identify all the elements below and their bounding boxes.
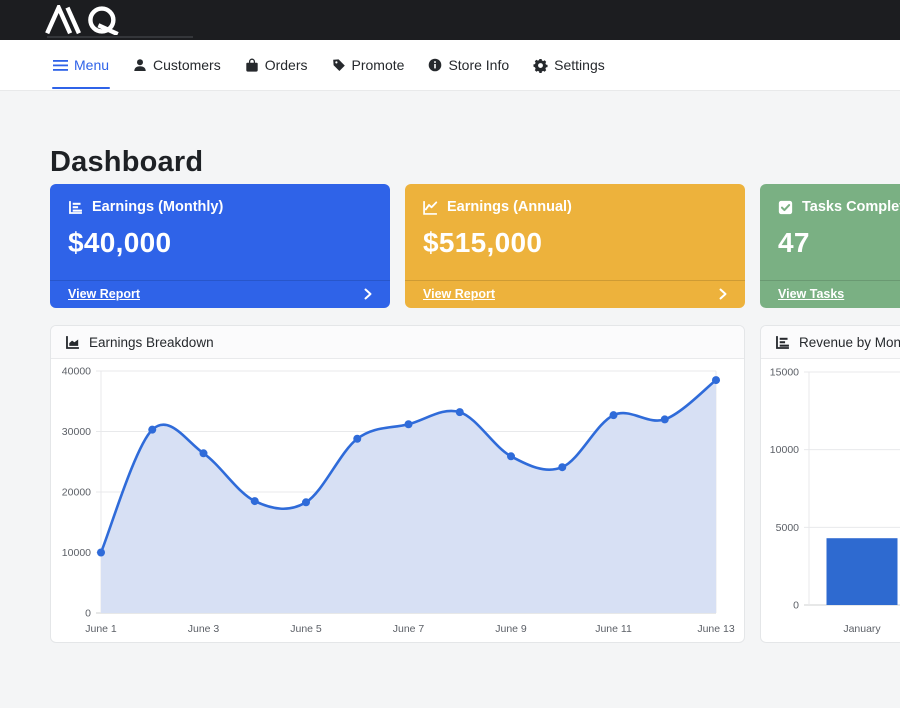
svg-text:June 11: June 11 [595,623,632,635]
svg-text:20000: 20000 [62,487,91,499]
svg-text:5000: 5000 [776,522,800,534]
chart-body: 0 10000 20000 30000 40000 June 1 June 3 June 5 J… [51,359,744,642]
svg-text:June 5: June 5 [290,623,322,635]
nav-item-customers[interactable]: Customers [132,40,222,90]
svg-text:15000: 15000 [770,367,799,379]
view-report-link[interactable]: View Report [423,287,496,301]
earnings-breakdown-card: Earnings Breakdown 0 10000 20000 30000 40000… [50,325,745,643]
person-icon [134,59,146,71]
svg-text:June 3: June 3 [188,623,220,635]
earnings-line-chart: 0 10000 20000 30000 40000 June 1 June 3 June 5 J… [62,366,735,636]
svg-text:June 9: June 9 [495,623,527,635]
nav-item-label: Orders [264,57,308,73]
svg-text:June 1: June 1 [85,623,117,635]
chart-title: Revenue by Month [799,335,900,350]
chevron-right-icon [364,288,372,300]
stat-card-tasks-completed: Tasks Completed 47 View Tasks [760,184,900,308]
charts-row: Earnings Breakdown 0 10000 20000 30000 40000… [50,325,900,643]
stat-card-footer: View Report [405,280,745,308]
svg-text:January: January [843,623,881,635]
stat-card-body: Earnings (Monthly) $40,000 [50,184,390,280]
nav-item-orders[interactable]: Orders [244,40,309,90]
stat-card-title: Tasks Completed [802,199,900,215]
stat-card-value: 47 [778,227,810,258]
hamburger-icon [53,59,68,71]
nav-item-menu[interactable]: Menu [52,40,111,90]
brand-logo[interactable] [40,5,132,35]
stat-card-body: Tasks Completed 47 [760,184,900,280]
chart-title: Earnings Breakdown [89,335,214,350]
stat-card-value: $40,000 [68,227,172,258]
revenue-by-month-card: Revenue by Month 0 5000 10000 15000 January [760,325,900,643]
nav-item-label: Customers [153,57,221,73]
stat-card-title: Earnings (Monthly) [92,199,224,215]
stat-card-footer: View Tasks [760,280,900,308]
stat-cards-row: Earnings (Monthly) $40,000 View Report E… [50,184,900,308]
stat-card-earnings-monthly: Earnings (Monthly) $40,000 View Report [50,184,390,308]
gear-icon [533,58,548,73]
svg-text:30000: 30000 [62,426,91,438]
nav-item-store-info[interactable]: Store Info [427,40,510,90]
view-report-link[interactable]: View Report [68,287,141,301]
chart-bars-icon [776,336,789,349]
content-area: Dashboard Earnings (Monthly) $40,000 Vie… [0,91,900,643]
nav-item-settings[interactable]: Settings [532,40,606,90]
stat-card-title-row: Tasks Completed [778,199,900,215]
stat-card-body: Earnings (Annual) $515,000 [405,184,745,280]
svg-text:10000: 10000 [770,444,799,456]
stat-card-earnings-annual: Earnings (Annual) $515,000 View Report [405,184,745,308]
logo-underline [47,36,193,38]
view-tasks-link[interactable]: View Tasks [778,287,845,301]
nav-item-label: Menu [74,57,110,73]
bag-icon [246,58,258,72]
svg-text:0: 0 [85,608,91,620]
info-icon [429,58,442,72]
chart-area-icon [66,336,79,349]
revenue-bar-chart: 0 5000 10000 15000 January [770,367,900,635]
svg-text:40000: 40000 [62,366,91,378]
chart-bar-icon [69,200,82,214]
nav-item-promote[interactable]: Promote [331,40,406,90]
chart-card-header: Earnings Breakdown [51,326,744,359]
svg-text:June 13: June 13 [697,623,735,635]
stat-card-title-row: Earnings (Annual) [423,199,727,215]
stat-card-value: $515,000 [423,227,543,258]
stat-card-title: Earnings (Annual) [447,199,572,215]
nav-item-label: Settings [554,57,605,73]
main-nav: Menu Customers Orders Promote Store Info [0,40,900,91]
check-square-icon [778,200,793,214]
aiq-logo-icon [45,5,119,35]
chart-line-icon [423,200,438,215]
chart-body: 0 5000 10000 15000 January [761,359,900,642]
tag-icon [332,59,345,71]
stat-card-footer: View Report [50,280,390,308]
chevron-right-icon [719,288,727,300]
nav-item-label: Store Info [448,57,510,73]
svg-text:10000: 10000 [62,547,91,559]
svg-text:June 7: June 7 [393,623,425,635]
topbar [0,0,900,40]
svg-text:0: 0 [793,600,799,612]
stat-card-title-row: Earnings (Monthly) [68,199,372,215]
nav-item-label: Promote [351,57,405,73]
page-title: Dashboard [50,146,204,178]
chart-card-header: Revenue by Month [761,326,900,359]
